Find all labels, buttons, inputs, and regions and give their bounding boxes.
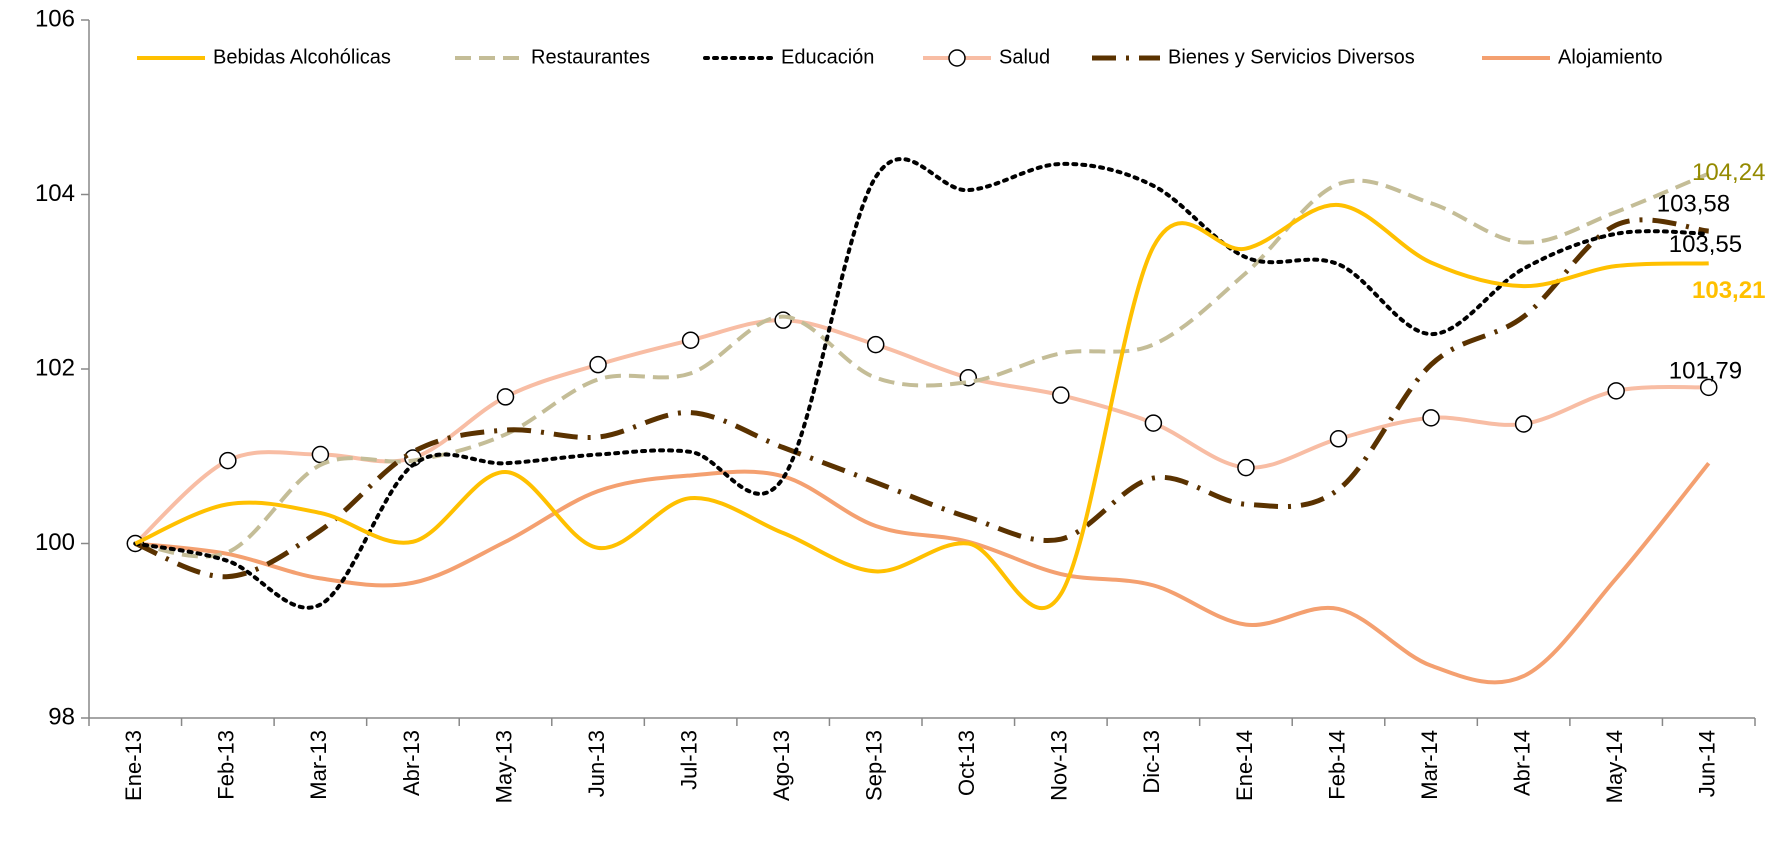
data-label: 103,58 (1657, 190, 1730, 217)
legend-marker (948, 49, 966, 67)
data-label: 101,79 (1669, 358, 1742, 385)
x-tick-label: Feb-13 (214, 730, 239, 800)
legend-label: Educación (781, 46, 874, 68)
point-marker (311, 445, 330, 464)
legend-label: Salud (999, 46, 1050, 68)
y-tick-label: 100 (35, 529, 75, 556)
x-tick-label: May-14 (1602, 730, 1627, 803)
data-label: 103,55 (1669, 231, 1742, 258)
x-tick-label: Abr-14 (1509, 730, 1534, 796)
point-marker (1699, 378, 1718, 397)
x-tick-label: Ago-13 (769, 730, 794, 801)
x-tick-label: Abr-13 (399, 730, 424, 796)
y-tick-label: 102 (35, 354, 75, 381)
series-line (135, 461, 1711, 685)
point-marker (1052, 386, 1070, 404)
point-marker (1607, 382, 1625, 400)
point-marker (496, 388, 515, 406)
series-line (134, 171, 1710, 559)
x-tick-label: Mar-14 (1417, 730, 1442, 800)
x-tick-label: Sep-13 (862, 730, 887, 801)
data-label: 104,24 (1692, 159, 1765, 186)
data-label: 103,21 (1692, 277, 1765, 304)
x-tick-label: May-13 (491, 730, 516, 803)
point-marker (219, 451, 237, 470)
series-line (134, 217, 1710, 580)
point-marker (589, 355, 607, 374)
x-tick-label: Dic-13 (1139, 730, 1164, 794)
x-tick-label: Jul-13 (676, 730, 701, 790)
series-line (133, 157, 1711, 610)
y-tick-label: 104 (35, 180, 75, 207)
y-tick-label: 98 (48, 703, 75, 730)
legend-label: Alojamiento (1558, 46, 1663, 68)
point-marker (866, 335, 885, 354)
x-tick-label: Jun-14 (1695, 730, 1720, 797)
x-tick-label: Jun-13 (584, 730, 609, 797)
x-tick-label: Feb-14 (1324, 730, 1349, 800)
point-marker (1329, 430, 1348, 448)
legend-label: Bienes y Servicios Diversos (1168, 46, 1415, 68)
point-marker (681, 331, 700, 349)
y-tick-label: 106 (35, 5, 75, 32)
x-tick-label: Nov-13 (1047, 730, 1072, 801)
point-marker (774, 311, 792, 329)
point-marker (1422, 409, 1440, 427)
x-tick-label: Ene-13 (121, 730, 146, 801)
point-marker (1514, 415, 1533, 433)
x-tick-label: Oct-13 (954, 730, 979, 796)
series-line (133, 318, 1709, 545)
legend-label: Restaurantes (531, 46, 650, 68)
x-tick-label: Ene-14 (1232, 730, 1257, 801)
x-tick-label: Mar-13 (306, 730, 331, 800)
point-marker (1237, 458, 1255, 477)
legend-label: Bebidas Alcohólicas (213, 46, 391, 68)
point-marker (1144, 414, 1163, 432)
series-line (134, 202, 1709, 611)
